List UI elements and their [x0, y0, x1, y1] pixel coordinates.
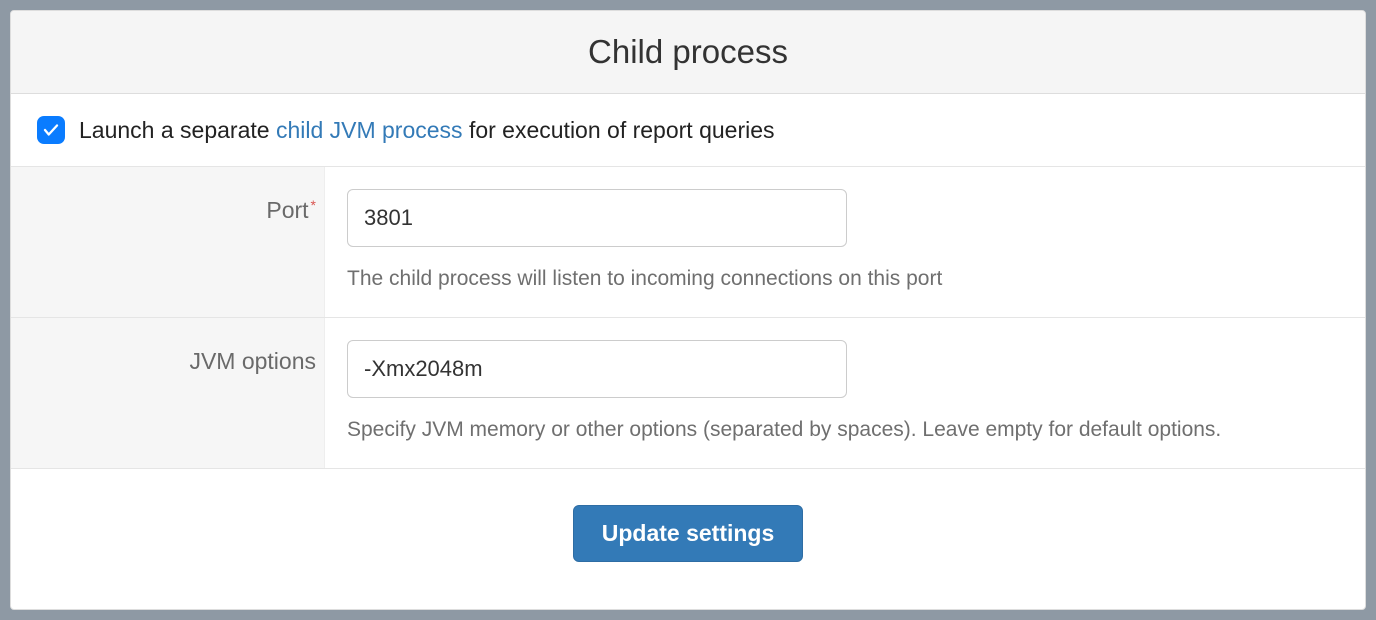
- child-jvm-link[interactable]: child JVM process: [276, 117, 463, 143]
- launch-checkbox-label[interactable]: Launch a separate child JVM process for …: [79, 117, 775, 144]
- jvm-options-help-text: Specify JVM memory or other options (sep…: [347, 418, 1343, 442]
- port-control-cell: The child process will listen to incomin…: [325, 167, 1365, 317]
- panel-title: Child process: [31, 33, 1345, 71]
- port-help-text: The child process will listen to incomin…: [347, 267, 1343, 291]
- required-asterisk: *: [311, 197, 316, 213]
- port-label-cell: Port*: [11, 167, 325, 317]
- jvm-options-label-cell: JVM options: [11, 318, 325, 468]
- jvm-options-label: JVM options: [189, 348, 316, 375]
- port-row: Port* The child process will listen to i…: [11, 167, 1365, 318]
- port-input[interactable]: [347, 189, 847, 247]
- update-settings-button[interactable]: Update settings: [573, 505, 804, 562]
- launch-checkbox-row: Launch a separate child JVM process for …: [11, 94, 1365, 167]
- launch-checkbox[interactable]: [37, 116, 65, 144]
- label-text-after: for execution of report queries: [463, 117, 775, 143]
- panel-header: Child process: [11, 11, 1365, 94]
- panel-footer: Update settings: [11, 469, 1365, 598]
- check-icon: [42, 121, 60, 139]
- jvm-options-row: JVM options Specify JVM memory or other …: [11, 318, 1365, 469]
- jvm-options-control-cell: Specify JVM memory or other options (sep…: [325, 318, 1365, 468]
- child-process-panel: Child process Launch a separate child JV…: [10, 10, 1366, 610]
- jvm-options-input[interactable]: [347, 340, 847, 398]
- port-label: Port: [266, 197, 308, 224]
- label-text-before: Launch a separate: [79, 117, 276, 143]
